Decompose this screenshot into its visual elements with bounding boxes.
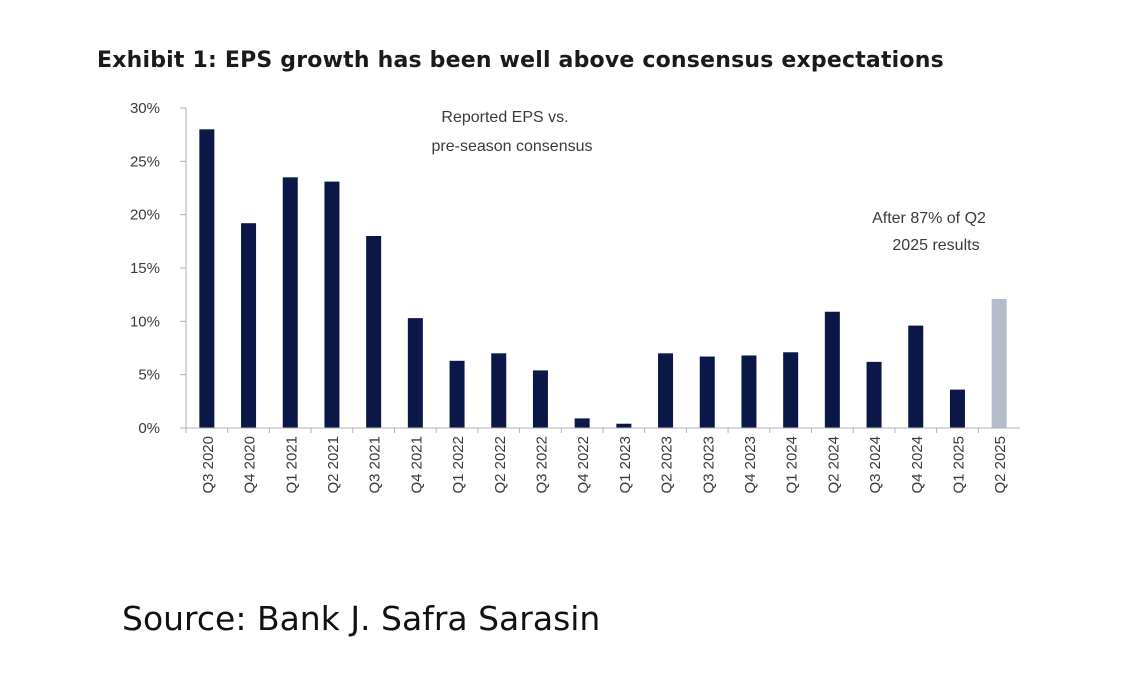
y-axis-ticks: 0% 5% 10% 15% 20% 25% 30% [130,100,186,437]
annotation-consensus-line-1: Reported EPS vs. [441,109,568,126]
y-tick-label: 5% [138,367,160,384]
bar-q3-2022 [532,370,548,428]
x-tick-label: Q3 2020 [200,436,217,494]
y-tick-label: 30% [130,100,160,117]
bar-q2-2021 [324,181,340,428]
x-tick-label: Q4 2023 [742,436,759,494]
chart-title: Exhibit 1: EPS growth has been well abov… [97,48,944,73]
x-tick-label: Q1 2023 [617,436,634,494]
x-axis-ticks: Q3 2020 Q4 2020 Q1 2021 Q2 2021 Q3 2021 Q4 20… [185,428,1009,494]
bar-q3-2024 [866,361,882,428]
bar-q1-2024 [783,352,799,428]
x-tick-label: Q2 2021 [325,436,342,494]
x-tick-label: Q2 2022 [492,436,509,494]
bar-q3-2020 [199,129,215,429]
x-tick-label: Q1 2022 [450,436,467,494]
y-tick-label: 25% [130,153,160,170]
x-tick-label: Q2 2025 [992,436,1009,494]
x-tick-label: Q1 2021 [283,436,300,494]
x-tick-label: Q3 2022 [533,436,550,494]
bar-q1-2025 [949,389,965,428]
bar-q2-2025 [991,298,1007,428]
x-tick-label: Q1 2025 [950,436,967,494]
y-tick-label: 0% [138,420,160,437]
source-note: Source: Bank J. Safra Sarasin [122,599,601,638]
annotation-results-line-1: After 87% of Q2 [872,210,986,227]
x-tick-label: Q3 2021 [367,436,384,494]
bar-q2-2024 [824,311,840,428]
y-tick-label: 15% [130,260,160,277]
annotation-results-line-2: 2025 results [892,237,979,254]
bar-q4-2022 [574,418,590,428]
bar-q4-2021 [407,318,423,428]
bar-q4-2023 [741,355,757,428]
x-tick-label: Q1 2024 [784,436,801,494]
y-tick-label: 10% [130,313,160,330]
x-tick-label: Q2 2024 [825,436,842,494]
x-tick-label: Q2 2023 [659,436,676,494]
bar-q3-2021 [366,236,382,428]
x-tick-label: Q4 2020 [242,436,259,494]
annotation-consensus-line-2: pre-season consensus [432,138,593,155]
x-tick-label: Q3 2024 [867,436,884,494]
bar-q3-2023 [699,356,715,428]
x-tick-label: Q4 2021 [408,436,425,494]
y-tick-label: 20% [130,207,160,224]
x-tick-label: Q3 2023 [700,436,717,494]
x-tick-label: Q4 2022 [575,436,592,494]
bar-q1-2023 [616,423,632,428]
bar-series [199,129,1007,429]
bar-q1-2021 [282,177,298,428]
bar-q4-2024 [908,325,924,428]
bar-q2-2022 [491,353,507,428]
x-tick-label: Q4 2024 [909,436,926,494]
bar-q1-2022 [449,360,465,428]
bar-q2-2023 [658,353,674,428]
bar-q4-2020 [241,223,257,428]
